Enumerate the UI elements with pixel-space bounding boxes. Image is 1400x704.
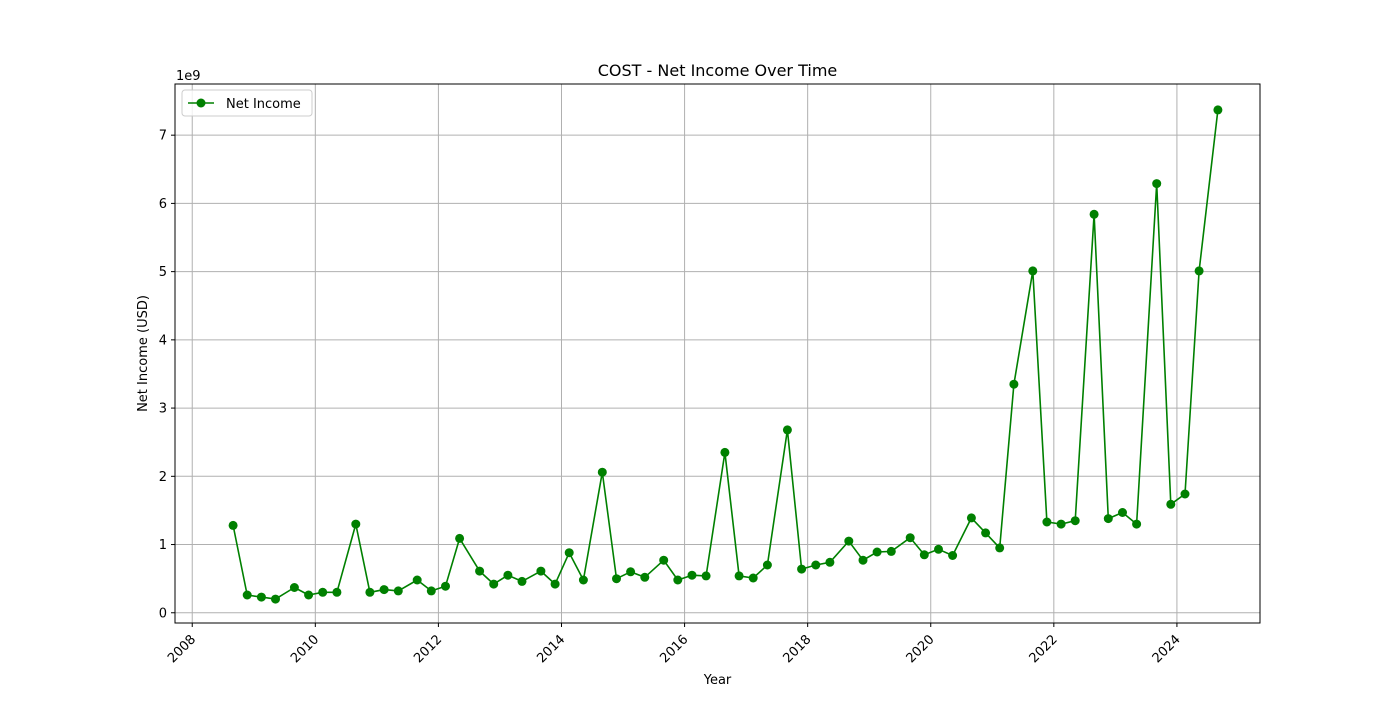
y-offset-label: 1e9 xyxy=(176,69,201,84)
data-point-marker xyxy=(995,543,1005,553)
series-layer xyxy=(228,105,1223,604)
data-point-marker xyxy=(762,560,772,570)
data-point-marker xyxy=(489,579,499,589)
data-point-marker xyxy=(1103,514,1113,524)
data-point-marker xyxy=(256,592,266,602)
data-point-marker xyxy=(536,566,546,576)
y-tick-label: 2 xyxy=(159,470,167,485)
data-point-marker xyxy=(966,513,976,523)
data-point-marker xyxy=(564,548,574,558)
data-point-marker xyxy=(701,571,711,581)
data-point-marker xyxy=(271,594,280,604)
data-point-marker xyxy=(1070,516,1080,526)
data-point-marker xyxy=(475,566,485,576)
data-point-marker xyxy=(1194,266,1204,276)
data-point-marker xyxy=(550,579,560,589)
data-point-marker xyxy=(720,447,730,457)
data-point-marker xyxy=(981,528,991,538)
data-point-marker xyxy=(578,575,588,585)
data-point-marker xyxy=(626,567,636,577)
data-point-marker xyxy=(1042,517,1052,527)
data-point-marker xyxy=(640,572,650,582)
y-tick-label: 0 xyxy=(159,606,167,621)
y-tick-label: 6 xyxy=(159,197,167,212)
y-tick-label: 7 xyxy=(159,129,167,144)
data-point-marker xyxy=(379,585,389,595)
data-point-marker xyxy=(1089,209,1099,219)
y-tick-label: 4 xyxy=(159,333,167,348)
grid-lines xyxy=(175,84,1260,623)
data-point-marker xyxy=(1166,499,1176,509)
data-point-marker xyxy=(673,575,683,585)
data-point-marker xyxy=(1118,508,1127,517)
data-point-marker xyxy=(811,560,821,570)
data-point-marker xyxy=(905,533,915,543)
legend: Net Income xyxy=(181,89,313,117)
data-point-marker xyxy=(1180,489,1190,499)
data-point-marker xyxy=(242,590,252,600)
data-point-marker xyxy=(412,575,422,585)
y-tick-label: 3 xyxy=(159,402,167,417)
data-point-marker xyxy=(934,544,943,554)
data-point-marker xyxy=(948,551,958,560)
data-point-marker xyxy=(441,581,450,591)
legend-label: Net Income xyxy=(226,97,301,112)
legend-marker-icon xyxy=(196,98,206,108)
data-point-marker xyxy=(687,570,697,580)
data-point-marker xyxy=(872,547,882,557)
plot-area-frame xyxy=(174,83,1261,624)
data-point-marker xyxy=(748,573,758,583)
data-point-marker xyxy=(1028,266,1038,276)
data-point-marker xyxy=(1132,519,1142,529)
y-tick-label: 5 xyxy=(159,265,167,280)
data-point-marker xyxy=(503,570,513,580)
data-point-marker xyxy=(426,586,436,596)
data-point-marker xyxy=(517,576,527,586)
data-point-marker xyxy=(659,555,669,565)
data-point-marker xyxy=(858,555,868,565)
data-point-marker xyxy=(289,583,299,592)
data-point-marker xyxy=(455,533,465,543)
data-point-marker xyxy=(612,574,621,584)
data-point-marker xyxy=(597,467,607,477)
data-point-marker xyxy=(304,590,314,600)
data-point-marker xyxy=(318,587,328,597)
data-point-marker xyxy=(365,587,375,597)
chart-title: COST - Net Income Over Time xyxy=(598,61,838,80)
data-point-marker xyxy=(228,520,238,530)
data-point-marker xyxy=(1009,379,1019,389)
data-point-marker xyxy=(919,550,929,560)
data-point-marker xyxy=(844,536,854,546)
data-point-marker xyxy=(351,519,361,529)
data-point-marker xyxy=(782,425,792,435)
data-point-marker xyxy=(886,546,896,556)
data-point-marker xyxy=(797,564,807,574)
data-point-marker xyxy=(332,587,342,597)
data-point-marker xyxy=(825,557,835,567)
data-point-marker xyxy=(1213,105,1223,115)
y-axis-label: Net Income (USD) xyxy=(136,295,151,412)
legend-box xyxy=(181,89,313,117)
y-tick-label: 1 xyxy=(159,538,167,553)
data-point-marker xyxy=(734,571,744,581)
data-point-marker xyxy=(393,586,403,596)
data-point-marker xyxy=(1056,519,1066,529)
y-axis: 0 1 2 3 4 5 6 7 xyxy=(159,129,175,621)
data-point-marker xyxy=(1152,179,1162,189)
x-axis-label: Year xyxy=(703,673,732,688)
